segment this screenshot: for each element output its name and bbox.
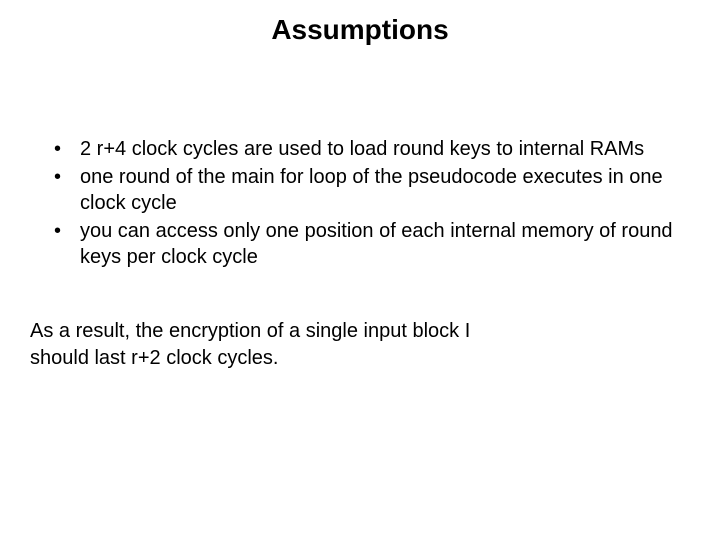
list-item: you can access only one position of each… xyxy=(50,218,690,270)
bullet-list: 2 r+4 clock cycles are used to load roun… xyxy=(50,136,690,270)
conclusion-line: should last r+2 clock cycles. xyxy=(30,345,690,372)
slide-title: Assumptions xyxy=(30,14,690,46)
list-item: 2 r+4 clock cycles are used to load roun… xyxy=(50,136,690,162)
conclusion-line: As a result, the encryption of a single … xyxy=(30,318,690,345)
slide-container: Assumptions 2 r+4 clock cycles are used … xyxy=(0,0,720,540)
conclusion-text: As a result, the encryption of a single … xyxy=(30,318,690,372)
list-item: one round of the main for loop of the ps… xyxy=(50,164,690,216)
